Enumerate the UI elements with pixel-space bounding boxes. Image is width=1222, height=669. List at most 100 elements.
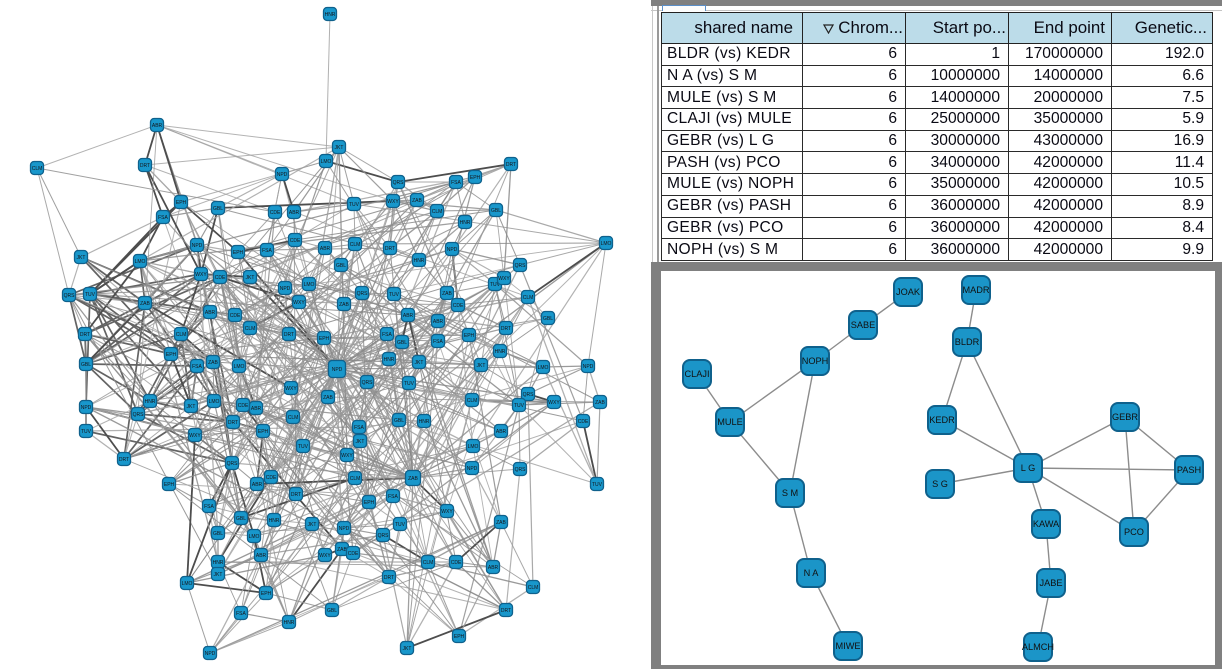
svg-text:EPH: EPH [176,200,187,206]
svg-text:SABE: SABE [851,320,876,330]
svg-text:CLM: CLM [350,476,361,482]
svg-text:NOPH: NOPH [802,356,829,366]
svg-text:JOAK: JOAK [896,287,921,297]
svg-text:KEDR: KEDR [929,415,955,425]
svg-text:HNR: HNR [419,419,430,425]
svg-text:DRT: DRT [291,492,301,498]
svg-text:DRT: DRT [506,162,516,168]
svg-text:CLM: CLM [288,415,299,421]
svg-text:DRT: DRT [80,332,90,338]
svg-text:ABR: ABR [252,482,263,488]
svg-text:ZAB: ZAB [412,198,422,204]
svg-text:FSA: FSA [433,339,443,345]
svg-text:CDE: CDE [578,419,589,425]
svg-text:ZAB: ZAB [442,291,452,297]
svg-text:ZAB: ZAB [323,395,333,401]
svg-text:NPD: NPD [277,172,288,178]
svg-text:ABR: ABR [256,553,267,559]
svg-text:WXY: WXY [548,400,560,406]
svg-text:EPH: EPH [454,634,465,640]
svg-text:CDE: CDE [348,551,359,557]
svg-text:HNR: HNR [414,258,425,264]
svg-text:ZAB: ZAB [408,476,418,482]
svg-text:NPD: NPD [339,526,350,532]
svg-text:GBL: GBL [397,340,407,346]
svg-text:GBL: GBL [213,206,223,212]
svg-text:CLM: CLM [432,209,443,215]
svg-text:QRS: QRS [362,380,374,386]
svg-text:FSA: FSA [192,364,202,370]
svg-text:ABR: ABR [152,123,163,129]
svg-text:HNR: HNR [284,620,295,626]
svg-text:BLDR: BLDR [955,337,980,347]
svg-text:HNR: HNR [325,12,336,18]
svg-text:WXY: WXY [285,386,297,392]
svg-text:EPH: EPH [470,175,481,181]
svg-text:WXY: WXY [387,199,399,205]
svg-text:GBL: GBL [491,208,501,214]
svg-text:DRT: DRT [228,420,238,426]
svg-text:EPH: EPH [258,429,269,435]
svg-text:NPD: NPD [81,405,92,411]
svg-text:ABR: ABR [496,429,507,435]
svg-text:S G: S G [932,479,948,489]
svg-text:CDE: CDE [290,238,301,244]
svg-text:GBL: GBL [327,608,337,614]
svg-text:ABR: ABR [403,313,414,319]
svg-text:NPD: NPD [583,364,594,370]
svg-text:NPD: NPD [280,286,291,292]
svg-text:FSA: FSA [236,611,246,617]
svg-text:EPH: EPH [164,482,175,488]
svg-text:TUV: TUV [389,292,400,298]
svg-text:CDE: CDE [230,313,241,319]
svg-text:CDE: CDE [453,303,464,309]
svg-text:JKT: JKT [403,646,412,652]
svg-text:S M: S M [782,488,798,498]
svg-text:CLM: CLM [350,242,361,248]
svg-text:HNR: HNR [495,349,506,355]
svg-text:TUV: TUV [592,482,603,488]
svg-text:EPH: EPH [319,336,330,342]
svg-text:ZAB: ZAB [140,301,150,307]
svg-text:WXY: WXY [195,272,207,278]
svg-text:CDE: CDE [238,403,249,409]
svg-text:ABR: ABR [488,565,499,571]
svg-text:ZAB: ZAB [337,547,347,553]
svg-text:LMO: LMO [538,365,549,371]
svg-text:QRS: QRS [523,392,535,398]
svg-text:DRT: DRT [284,332,294,338]
svg-text:JKT: JKT [477,363,486,369]
svg-text:FSA: FSA [451,180,461,186]
svg-text:QRS: QRS [393,180,405,186]
svg-text:WXY: WXY [498,276,510,282]
svg-text:CDE: CDE [266,475,277,481]
svg-text:LMO: LMO [209,399,220,405]
svg-text:WXY: WXY [189,433,201,439]
svg-text:EPH: EPH [261,591,272,597]
svg-text:LMO: LMO [321,159,332,165]
svg-text:EPH: EPH [233,250,244,256]
svg-text:GBL: GBL [394,418,404,424]
svg-text:CLM: CLM [32,166,43,172]
svg-text:GBL: GBL [336,263,346,269]
svg-text:GEBR: GEBR [1112,412,1138,422]
svg-text:ALMCH: ALMCH [1022,642,1054,652]
svg-text:DRT: DRT [385,246,395,252]
svg-text:QRS: QRS [515,263,527,269]
svg-text:JKT: JKT [356,439,365,445]
svg-text:DRT: DRT [384,575,394,581]
svg-text:FSA: FSA [158,215,168,221]
svg-text:WXY: WXY [293,300,305,306]
svg-text:HNR: HNR [145,399,156,405]
svg-text:LMO: LMO [135,259,146,265]
svg-text:ZAB: ZAB [208,360,218,366]
svg-text:JKT: JKT [214,572,223,578]
svg-text:NPD: NPD [192,243,203,249]
svg-text:TUV: TUV [490,282,501,288]
svg-text:NPD: NPD [332,367,343,373]
svg-text:QRS: QRS [227,461,239,467]
svg-text:LMO: LMO [249,534,260,540]
svg-text:FSA: FSA [382,332,392,338]
svg-text:WXY: WXY [341,453,353,459]
svg-text:DRT: DRT [501,608,511,614]
